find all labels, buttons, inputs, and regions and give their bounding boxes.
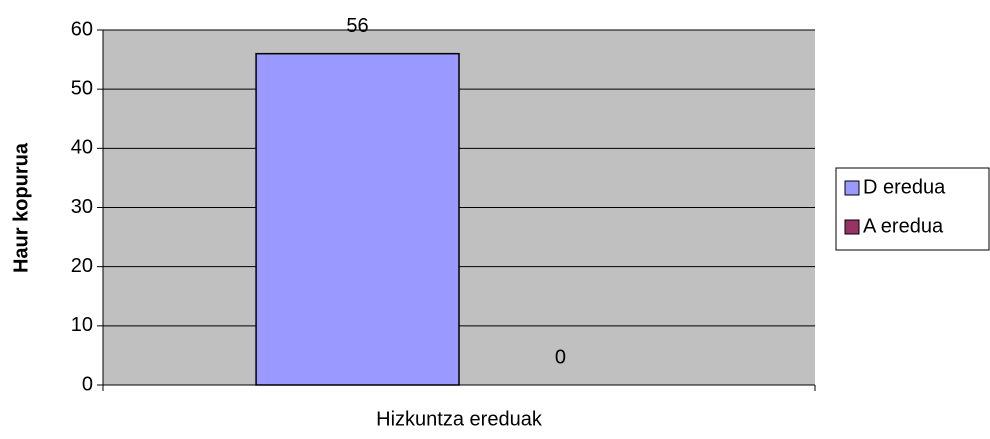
y-tick-label: 50 bbox=[71, 77, 93, 99]
legend-swatch bbox=[844, 180, 860, 196]
y-tick-label: 40 bbox=[71, 137, 93, 159]
y-tick-label: 20 bbox=[71, 255, 93, 277]
data-label: 56 bbox=[346, 15, 368, 37]
legend-label: D eredua bbox=[863, 176, 946, 198]
bar bbox=[255, 52, 460, 386]
y-axis-label: Haur kopurua bbox=[10, 142, 32, 273]
data-label: 0 bbox=[555, 346, 566, 368]
legend-swatch bbox=[844, 219, 860, 235]
y-tick-label: 0 bbox=[82, 373, 93, 395]
legend-box bbox=[835, 167, 990, 251]
x-axis-label: Hizkuntza ereduak bbox=[376, 408, 543, 430]
y-tick-label: 60 bbox=[71, 18, 93, 40]
legend-label: A eredua bbox=[863, 215, 944, 237]
y-tick-label: 10 bbox=[71, 314, 93, 336]
y-tick-label: 30 bbox=[71, 196, 93, 218]
